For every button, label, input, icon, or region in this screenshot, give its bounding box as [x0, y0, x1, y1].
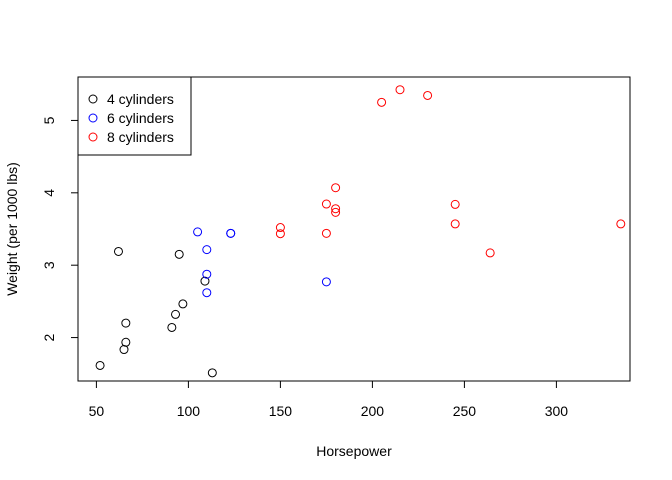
- data-point: [331, 204, 341, 214]
- y-tick-label: 3: [41, 261, 57, 269]
- data-point: [174, 249, 184, 259]
- data-point: [121, 337, 131, 347]
- data-point: [202, 245, 212, 255]
- data-point: [275, 223, 285, 233]
- data-point: [121, 318, 131, 328]
- data-point: [485, 248, 495, 258]
- data-point: [178, 299, 188, 309]
- data-point: [616, 219, 626, 229]
- data-point: [450, 199, 460, 209]
- y-axis: 2 3 4 5: [41, 116, 79, 341]
- legend-marker: [88, 113, 98, 123]
- x-axis: 50 100 150 200 250 300: [89, 380, 569, 419]
- x-axis-label: Horsepower: [316, 443, 392, 459]
- legend-marker: [88, 94, 98, 104]
- data-point: [200, 276, 210, 286]
- legend-label: 8 cylinders: [107, 129, 174, 145]
- y-tick-label: 4: [41, 189, 57, 197]
- data-point: [423, 90, 433, 100]
- data-point: [193, 227, 203, 237]
- x-tick-label: 300: [545, 403, 569, 419]
- legend-label: 6 cylinders: [107, 110, 174, 126]
- data-point: [331, 183, 341, 193]
- legend: 4 cylinders 6 cylinders 8 cylinders: [77, 76, 192, 156]
- x-tick-label: 150: [269, 403, 293, 419]
- data-point: [207, 368, 217, 378]
- y-tick-label: 5: [41, 116, 57, 124]
- data-point: [119, 345, 129, 355]
- x-tick-label: 250: [453, 403, 477, 419]
- x-tick-label: 100: [177, 403, 201, 419]
- x-tick-label: 50: [89, 403, 105, 419]
- data-point: [331, 207, 341, 217]
- data-point: [395, 85, 405, 95]
- data-point: [450, 219, 460, 229]
- data-point: [167, 322, 177, 332]
- data-point: [377, 97, 387, 107]
- data-point: [202, 269, 212, 279]
- data-point: [321, 277, 331, 287]
- data-point: [202, 288, 212, 298]
- y-tick-label: 2: [41, 333, 57, 341]
- legend-label: 4 cylinders: [107, 91, 174, 107]
- data-point: [275, 229, 285, 239]
- data-point: [95, 360, 105, 370]
- data-point: [113, 246, 123, 256]
- x-tick-label: 200: [361, 403, 385, 419]
- data-point: [321, 228, 331, 238]
- data-point: [171, 309, 181, 319]
- y-axis-label: Weight (per 1000 lbs): [4, 162, 20, 296]
- data-points: [95, 85, 626, 378]
- data-point: [226, 228, 236, 238]
- legend-marker: [88, 132, 98, 142]
- data-point: [321, 199, 331, 209]
